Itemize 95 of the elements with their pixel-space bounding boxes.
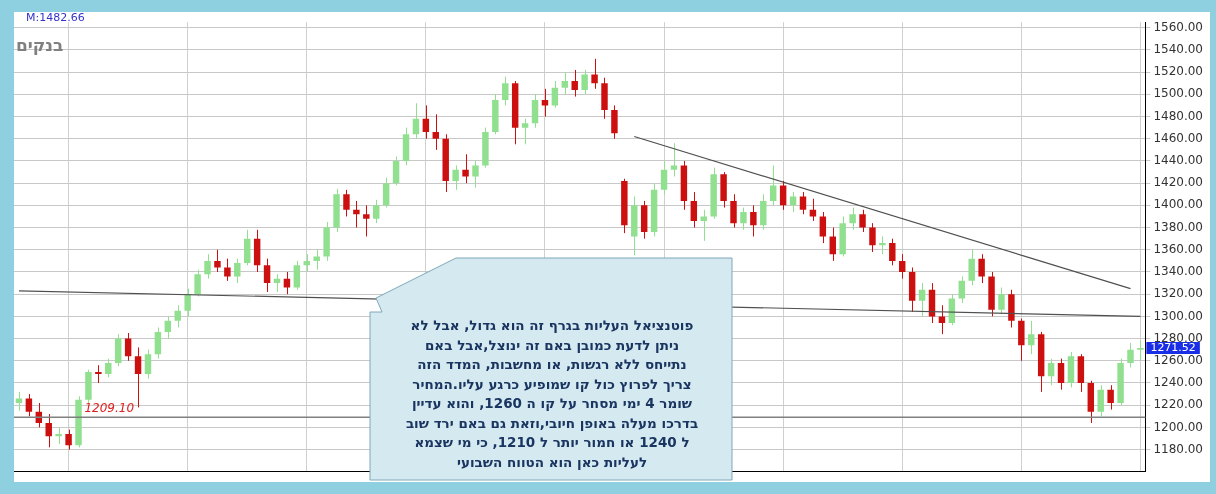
candlestick	[1107, 384, 1114, 411]
candlestick	[740, 207, 747, 231]
candlestick	[938, 304, 946, 335]
candlestick	[353, 200, 360, 229]
candlestick	[700, 209, 707, 242]
annotation: M:1482.66	[26, 11, 85, 25]
y-tick-label: 1400.00	[1153, 197, 1203, 212]
candlestick	[432, 113, 440, 151]
y-tick-label: 1500.00	[1153, 86, 1203, 101]
text: 1271.52	[1150, 340, 1196, 354]
candlestick	[789, 191, 797, 213]
candlestick	[462, 153, 469, 184]
y-tick-label: 1340.00	[1153, 264, 1203, 279]
candlestick	[730, 193, 737, 229]
candlestick	[45, 413, 52, 448]
candlestick	[918, 282, 926, 317]
candlestick	[1097, 384, 1104, 417]
candlestick	[293, 260, 301, 291]
candlestick	[194, 269, 201, 297]
candlestick	[1137, 340, 1144, 362]
candlestick	[750, 204, 757, 237]
candlestick	[184, 288, 191, 317]
y-tick-label: 1180.00	[1153, 441, 1203, 456]
candlestick	[998, 287, 1005, 315]
candlestick	[214, 249, 221, 273]
candlestick	[392, 156, 400, 186]
candlestick	[958, 275, 965, 304]
candlestick	[452, 164, 459, 191]
candlestick	[65, 429, 72, 451]
candlestick	[690, 191, 698, 229]
candlestick	[591, 58, 598, 90]
y-tick-label: 1380.00	[1153, 219, 1203, 234]
candlestick	[561, 71, 569, 95]
candlestick	[849, 207, 856, 231]
y-tick-label: 1420.00	[1153, 175, 1203, 190]
candlestick	[144, 349, 152, 380]
candlestick	[899, 253, 906, 280]
candlestick	[660, 160, 668, 195]
candlestick	[472, 160, 479, 189]
candlestick	[819, 211, 827, 244]
candlestick	[164, 315, 172, 340]
y-tick-label: 1360.00	[1153, 241, 1203, 256]
candlestick	[571, 69, 578, 98]
candlestick	[204, 253, 211, 280]
candlestick	[1028, 320, 1035, 355]
y-tick-label: 1560.00	[1153, 19, 1203, 34]
y-tick-label: 1260.00	[1153, 352, 1203, 367]
candlestick	[25, 393, 33, 417]
candlestick	[224, 258, 231, 282]
y-tick-label: 1520.00	[1153, 64, 1203, 79]
candlestick	[1127, 342, 1134, 368]
candlestick	[859, 209, 866, 233]
y-tick-label: 1300.00	[1153, 308, 1203, 323]
candlestick	[968, 249, 975, 286]
y-tick-label: 1320.00	[1153, 286, 1203, 301]
candlestick	[234, 258, 241, 284]
candlestick	[363, 204, 370, 237]
y-tick-label: 1200.00	[1153, 419, 1203, 434]
candlestick	[105, 358, 112, 378]
annotation: פוטנציאל העליות בגרף זה הוא גדול, אבל לא ניתן לדעת כמובן באם זה ינוצל,אבל באם נתייחס ללא רגשות, או מחשבות, המדד הזה צריך לפרוץ כול קו שמופיע כרגע עליו.המחיר שומר 4 ימי מסחר על קו ה 1260, והוא עדיין בדרכו מעלה באופן חיובי,וזאת גם באם ירד שוב ל 1240 או חמור יותר ל 1210, כי מי שצמא לעליות כאן הוא הטווח השבועי	[404, 316, 700, 472]
candlestick	[283, 271, 291, 295]
y-tick-label: 1240.00	[1153, 375, 1203, 390]
candlestick	[343, 189, 350, 217]
candlestick	[869, 222, 876, 253]
candlestick	[611, 104, 618, 140]
candlestick	[978, 253, 985, 284]
candlestick	[313, 249, 320, 271]
candlestick	[502, 76, 509, 106]
candlestick	[829, 227, 836, 262]
candlestick	[1047, 358, 1055, 386]
candlestick	[174, 304, 181, 328]
y-tick-label: 1220.00	[1153, 397, 1203, 412]
candlestick	[670, 142, 678, 178]
candlestick	[422, 104, 430, 140]
candlestick	[412, 102, 420, 140]
y-tick-label: 1460.00	[1153, 130, 1203, 145]
candlestick	[263, 258, 271, 293]
ref-line-label: 1209.10	[84, 401, 135, 416]
candlestick	[799, 191, 807, 215]
y-tick-label: 1440.00	[1153, 153, 1203, 168]
candlestick	[769, 164, 777, 206]
candlestick	[373, 199, 380, 224]
candlestick	[889, 238, 896, 266]
text: בנקים	[16, 34, 64, 55]
candlestick	[521, 118, 529, 145]
candlestick	[581, 69, 588, 95]
candlestick	[134, 346, 142, 408]
candlestick	[531, 93, 539, 129]
callout-box: פוטנציאל העליות בגרף זה הוא גדול, אבל לא ניתן לדעת כמובן באם זה ינוצל,אבל באם נתייחס ללא רגשות, או מחשבות, המדד הזה צריך לפרוץ כול קו שמופיע כרגע עליו.המחיר שומר 4 ימי מסחר על קו ה 1260, והוא עדיין בדרכו מעלה באופן חיובי,וזאת גם באם ירד שוב ל 1240 או חמור יותר ל 1210, כי מי שצמא לעליות כאן הוא הטווח השבועי	[368, 256, 736, 484]
candlestick	[779, 180, 787, 211]
y-tick-label: 1480.00	[1153, 108, 1203, 123]
y-tick-label: 1540.00	[1153, 42, 1203, 57]
candlestick	[382, 177, 390, 209]
candlestick	[1057, 358, 1065, 391]
candlestick	[154, 326, 162, 360]
